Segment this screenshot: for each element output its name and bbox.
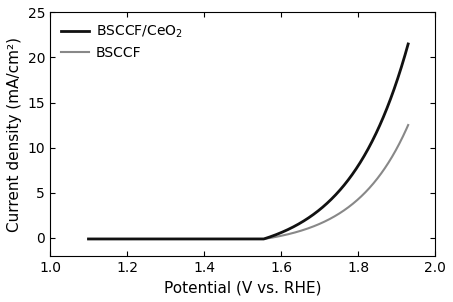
X-axis label: Potential (V vs. RHE): Potential (V vs. RHE) <box>164 280 321 295</box>
Y-axis label: Current density (mA/cm²): Current density (mA/cm²) <box>7 37 22 232</box>
Legend: BSCCF/CeO$_2$, BSCCF: BSCCF/CeO$_2$, BSCCF <box>57 19 187 64</box>
